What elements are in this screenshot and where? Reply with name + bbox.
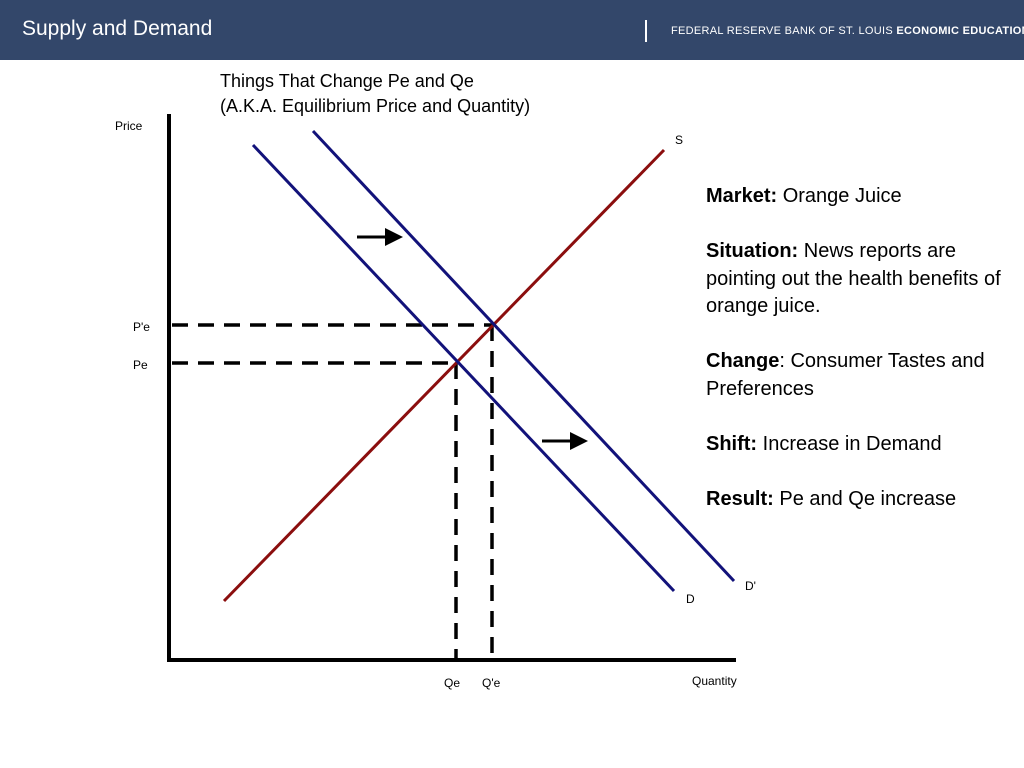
organization-logo-text: FEDERAL RESERVE BANK OF ST. LOUIS ECONOM…: [671, 25, 1024, 37]
change-value: : Consumer Tastes and Preferences: [706, 350, 985, 400]
slide-title: Supply and Demand: [22, 17, 213, 40]
new-quantity-label: Q'e: [482, 676, 501, 690]
graph-title: Things That Change Pe and Qe (A.K.A. Equ…: [220, 69, 530, 119]
header-divider: [645, 20, 647, 42]
supply-curve: [222, 148, 666, 603]
demand-label: D: [686, 592, 695, 606]
shift-value: Increase in Demand: [757, 432, 942, 455]
new-demand-label: D': [745, 579, 756, 593]
shift-row: Shift: Increase in Demand: [706, 431, 1016, 459]
market-label: Market:: [706, 185, 778, 207]
x-axis-label: Quantity: [692, 674, 737, 688]
demand-curve: [251, 143, 676, 593]
change-label: Change: [706, 350, 780, 372]
situation-row: Situation: News reports are pointing out…: [706, 238, 1016, 321]
old-price-label: Pe: [133, 358, 148, 372]
situation-value: News reports are pointing out the health…: [706, 240, 1001, 317]
result-value: Pe and Qe increase: [773, 487, 957, 510]
situation-label: Situation:: [706, 240, 799, 262]
result-label: Result:: [706, 487, 774, 510]
new-demand-curve: [311, 129, 736, 583]
new-price-label: P'e: [133, 320, 150, 334]
result-row: Result: Pe and Qe increase: [706, 486, 1016, 514]
header-bar: Supply and Demand FEDERAL RESERVE BANK O…: [0, 0, 1024, 60]
org-department: ECONOMIC EDUCATION: [896, 25, 1024, 37]
scenario-panel: Market: Orange Juice Situation: News rep…: [706, 183, 1016, 541]
shift-label: Shift:: [706, 432, 758, 455]
old-quantity-label: Qe: [444, 676, 460, 690]
y-axis-label: Price: [115, 119, 143, 133]
change-row: Change: Consumer Tastes and Preferences: [706, 348, 1016, 403]
market-value: Orange Juice: [777, 185, 902, 207]
org-name: FEDERAL RESERVE BANK OF ST. LOUIS: [671, 25, 897, 37]
graph-title-line: Things That Change Pe and Qe: [220, 71, 474, 91]
graph-subtitle-line: (A.K.A. Equilibrium Price and Quantity): [220, 96, 531, 116]
market-row: Market: Orange Juice: [706, 183, 1016, 211]
supply-label: S: [675, 133, 683, 147]
